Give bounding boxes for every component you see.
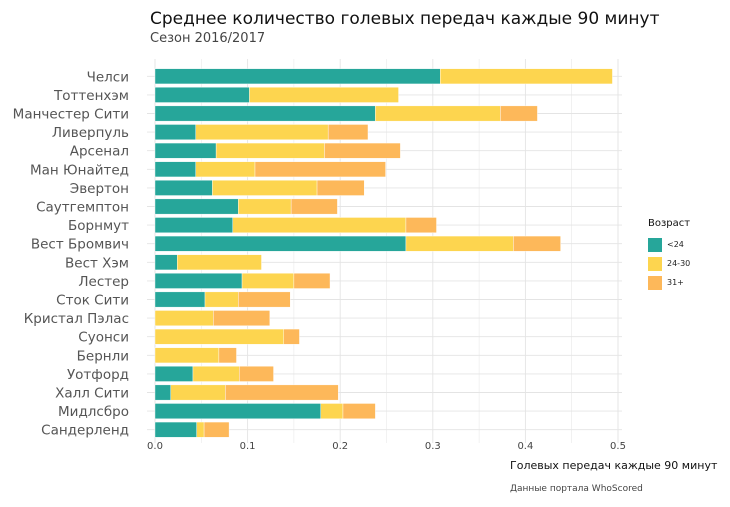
legend-label: 24-30: [667, 259, 691, 268]
bar-segment: [170, 384, 226, 401]
bar-segment: [283, 328, 300, 345]
x-tick-label: 0.4: [517, 441, 533, 452]
bar-segment: [154, 198, 239, 215]
legend-items: <24 24-30 31+: [648, 235, 690, 292]
x-tick-label: 0.3: [425, 441, 441, 452]
x-axis-label: Голевых передач каждые 90 минут: [510, 459, 718, 472]
bar-segment: [203, 421, 230, 438]
bar-segment: [154, 366, 194, 382]
x-tick-label: 0.1: [240, 441, 256, 452]
bar-segment: [225, 384, 339, 401]
bar-segment: [154, 217, 233, 233]
y-tick-label: Тоттенхэм: [53, 88, 129, 104]
bar-segment: [196, 421, 205, 438]
y-tick-label: Суонси: [78, 330, 129, 346]
legend: Возраст <24 24-30 31+: [648, 218, 690, 292]
bar-segment: [154, 384, 171, 401]
bar-segment: [212, 180, 318, 196]
y-tick-label: Ливерпуль: [52, 125, 129, 141]
bar-segment: [154, 291, 206, 308]
y-tick-label: Лестер: [78, 274, 129, 290]
bar-segment: [405, 235, 514, 252]
y-tick-label: Халл Сити: [55, 386, 129, 402]
caption: Данные портала WhoScored: [510, 484, 643, 494]
bar-segment: [440, 68, 613, 85]
bar-segment: [154, 347, 220, 364]
x-tick-label: 0.5: [610, 441, 626, 452]
chart-subtitle: Сезон 2016/2017: [150, 31, 266, 46]
y-tick-label: Ман Юнайтед: [30, 162, 129, 178]
bar-segment: [177, 254, 262, 271]
bar-segment: [154, 403, 321, 419]
bar-segment: [290, 198, 338, 215]
bar-segment: [154, 68, 441, 85]
bar-segment: [154, 87, 250, 103]
bar-segment: [154, 161, 196, 178]
bar-segment: [324, 142, 401, 159]
bar-segment: [213, 310, 271, 326]
y-tick-label: Мидлсбро: [58, 404, 129, 420]
y-tick-label: Сандерленд: [41, 423, 129, 439]
bar-segment: [154, 105, 376, 122]
legend-item: 24-30: [648, 254, 690, 273]
bar-segment: [241, 273, 295, 289]
y-tick-label: Саутгемптон: [36, 200, 129, 216]
bar-segment: [154, 142, 217, 159]
bar-segment: [204, 291, 239, 308]
bar-segment: [405, 217, 437, 233]
legend-swatch: [648, 256, 662, 271]
bar-segment: [238, 291, 291, 308]
bar-segment: [327, 124, 369, 140]
y-tick-label: Уотфорд: [67, 367, 129, 383]
bar-segment: [215, 142, 325, 159]
legend-swatch: [648, 237, 662, 252]
bar-segment: [232, 217, 407, 233]
bar-segment: [154, 421, 197, 438]
x-tick-label: 0.0: [147, 441, 163, 452]
bar-segment: [195, 124, 329, 140]
bar-segment: [154, 310, 214, 326]
y-tick-label: Борнмут: [68, 218, 129, 234]
legend-item: <24: [648, 235, 690, 254]
bar-segment: [254, 161, 386, 178]
bar-segment: [154, 328, 284, 345]
bar-segment: [513, 235, 561, 252]
y-tick-label: Эвертон: [70, 181, 129, 197]
legend-title: Возраст: [648, 218, 691, 229]
bar-segment: [218, 347, 237, 364]
y-tick-label: Кристал Пэлас: [24, 311, 129, 327]
legend-label: 31+: [667, 278, 684, 287]
legend-item: 31+: [648, 273, 690, 292]
bar-segment: [154, 180, 213, 196]
y-tick-label: Челси: [87, 69, 129, 85]
bar-segment: [500, 105, 538, 122]
y-tick-label: Вест Бромвич: [31, 237, 129, 253]
bar-segment: [238, 198, 292, 215]
legend-swatch: [648, 275, 662, 290]
bar-segment: [154, 273, 243, 289]
bar-segment: [239, 366, 274, 382]
bar-segment: [195, 161, 256, 178]
bar-segment: [154, 124, 196, 140]
legend-label: <24: [667, 240, 684, 249]
bar-segment: [293, 273, 331, 289]
y-tick-label: Манчестер Сити: [13, 107, 129, 123]
bar-segment: [316, 180, 365, 196]
bar-segment: [249, 87, 399, 103]
y-tick-label: Вест Хэм: [65, 255, 129, 271]
bar-segment: [154, 235, 407, 252]
chart-title: Среднее количество голевых передач кажды…: [150, 9, 660, 29]
y-tick-label: Сток Сити: [56, 293, 129, 309]
x-tick-label: 0.2: [332, 441, 348, 452]
bar-segment: [375, 105, 501, 122]
bar-segment: [320, 403, 344, 419]
y-tick-label: Бернли: [77, 348, 129, 364]
y-tick-label: Арсенал: [70, 144, 129, 160]
bar-segment: [154, 254, 178, 271]
bar-segment: [342, 403, 376, 419]
bar-segment: [192, 366, 240, 382]
